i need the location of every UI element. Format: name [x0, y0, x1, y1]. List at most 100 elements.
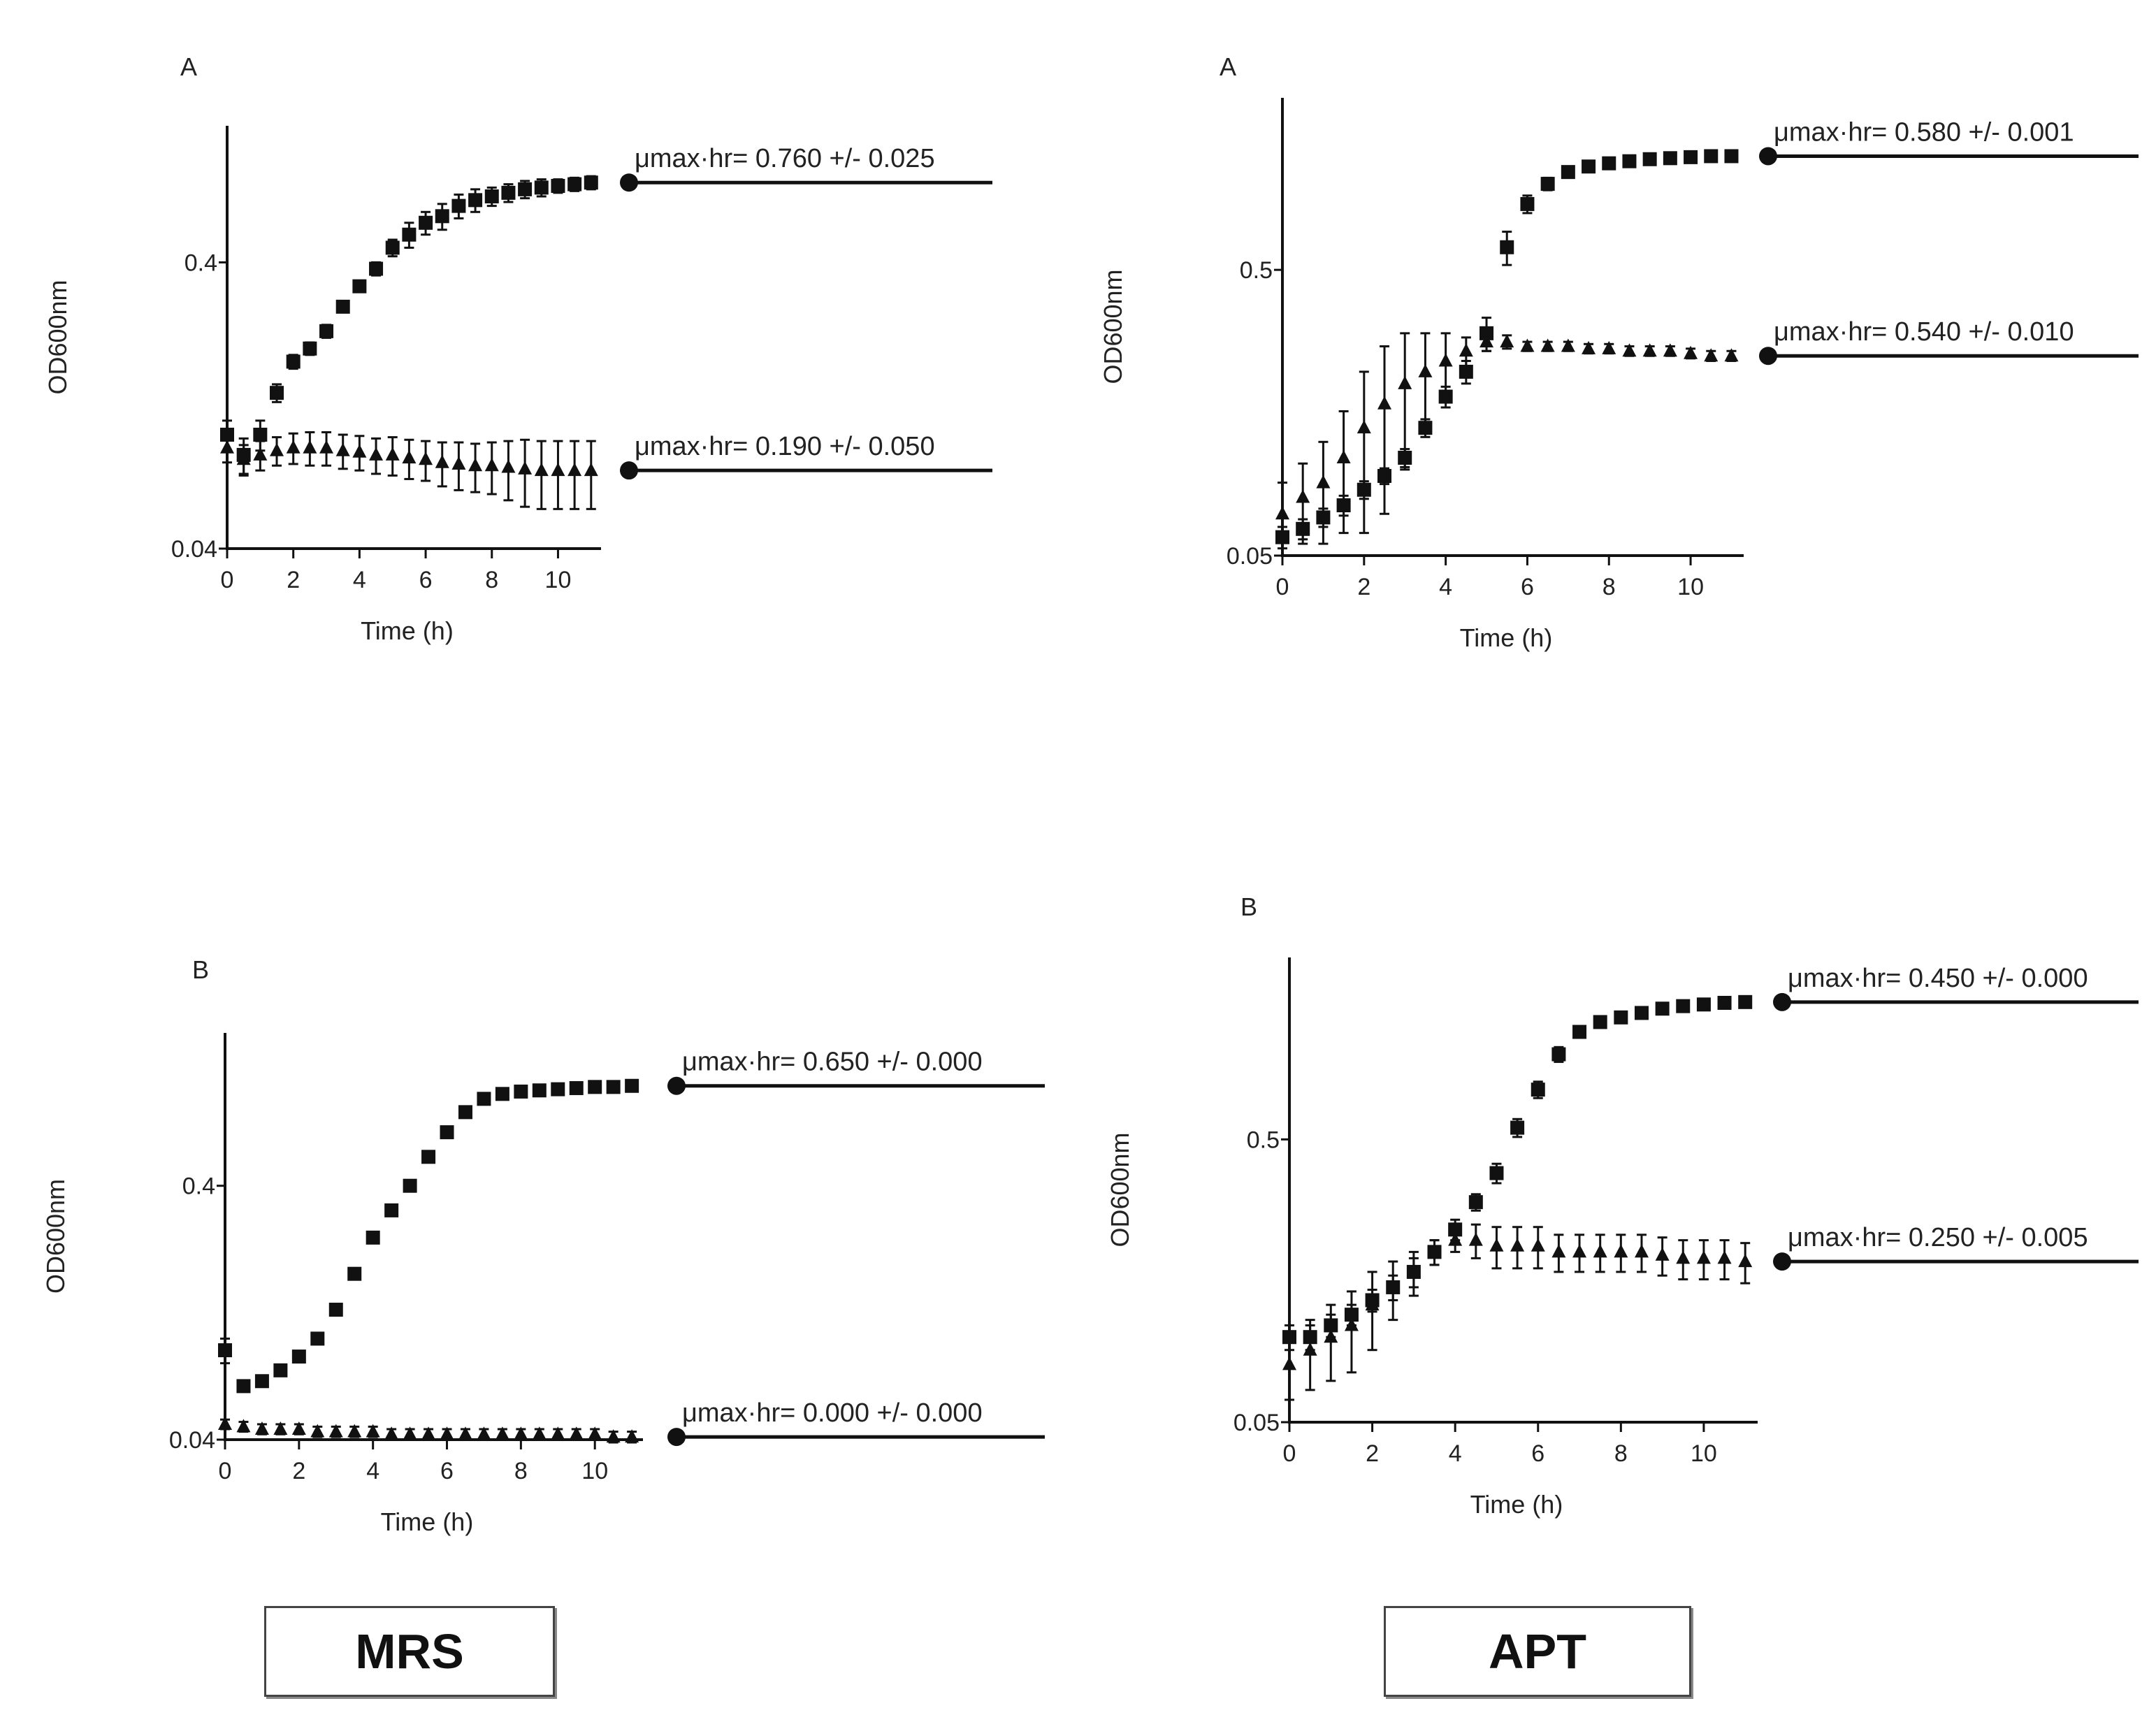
data-point-square: [440, 1125, 454, 1140]
series-triangles: [220, 430, 598, 510]
data-point-square: [1489, 1166, 1504, 1180]
data-point-triangle: [1510, 1238, 1525, 1252]
data-point-triangle: [1704, 348, 1719, 362]
data-point-triangle: [440, 1426, 454, 1440]
data-point-triangle: [1398, 375, 1412, 389]
rate-label: μmax·hr= 0.540 +/- 0.010: [1774, 317, 2074, 347]
data-point-square: [1642, 152, 1657, 166]
data-point-triangle: [468, 458, 483, 472]
data-point-square: [421, 1150, 436, 1164]
data-point-square: [1684, 150, 1698, 164]
data-point-triangle: [1489, 1238, 1504, 1252]
x-tick-label: 10: [1691, 1440, 1717, 1467]
data-point-triangle: [402, 450, 417, 464]
chart-mrs-b: B 0 2 4 6 8 10 0.04 0.4 Time (h) OD600nm μmax·hr= 0…: [41, 955, 1045, 1536]
y-axis-title: OD600nm: [43, 280, 72, 394]
data-point-triangle: [1696, 1250, 1711, 1264]
data-point-triangle: [588, 1426, 602, 1440]
data-point-square: [319, 324, 334, 338]
data-point-triangle: [1479, 334, 1494, 348]
data-point-triangle: [534, 463, 549, 477]
x-tick-label: 10: [581, 1458, 608, 1484]
data-point-square: [236, 1379, 251, 1394]
rate-line-marker: [1773, 992, 1791, 1011]
data-point-triangle: [1676, 1250, 1691, 1264]
data-point-triangle: [286, 440, 301, 454]
data-point-square: [514, 1084, 528, 1099]
data-point-triangle: [1365, 1297, 1380, 1311]
y-tick-label: 0.5: [1240, 257, 1273, 284]
data-point-triangle: [1622, 343, 1637, 357]
data-point-square: [1500, 240, 1514, 254]
data-point-triangle: [1684, 345, 1698, 359]
data-point-square: [1551, 1047, 1566, 1062]
data-point-square: [606, 1080, 621, 1094]
x-tick-label: 4: [353, 567, 366, 593]
data-point-triangle: [484, 458, 499, 472]
y-tick-label: 0.4: [182, 1173, 215, 1200]
x-tick-label: 8: [1614, 1440, 1628, 1467]
x-tick-label: 0: [1276, 574, 1289, 600]
data-point-triangle: [1614, 1244, 1628, 1258]
label-box-apt: APT: [1384, 1606, 1691, 1697]
data-point-triangle: [1663, 343, 1677, 357]
y-axis-title: OD600nm: [1106, 1132, 1134, 1247]
rate-line-marker: [667, 1428, 686, 1447]
data-point-triangle: [567, 463, 582, 477]
chart-apt-a: A 0 2 4 6 8 10 0.05 0.5 Time (h) OD600nm μmax·hr= 0…: [1099, 52, 2139, 652]
data-point-triangle: [625, 1429, 639, 1443]
data-point-square: [567, 177, 582, 191]
data-point-triangle: [403, 1426, 417, 1440]
data-point-triangle: [1459, 343, 1473, 357]
data-point-square: [569, 1080, 584, 1095]
data-point-triangle: [584, 463, 598, 477]
data-point-triangle: [477, 1426, 491, 1440]
data-point-square: [369, 261, 384, 276]
x-axis-title: Time (h): [1470, 1490, 1563, 1519]
x-tick-label: 4: [366, 1458, 379, 1484]
data-point-square: [1663, 151, 1677, 166]
data-point-square: [468, 193, 483, 208]
rate-line-marker: [620, 461, 638, 480]
series-triangles: [218, 1416, 639, 1444]
data-point-square: [1634, 1006, 1649, 1020]
data-point-square: [1738, 994, 1753, 1009]
x-tick-label: 6: [1531, 1440, 1544, 1467]
data-point-triangle: [1303, 1342, 1317, 1356]
data-point-triangle: [369, 447, 384, 461]
data-point-square: [419, 215, 433, 230]
data-point-square: [1520, 196, 1535, 211]
data-point-square: [328, 1303, 343, 1317]
chart-apt-b: B 0 2 4 6 8 10 0.05 0.5 Time (h) OD600nm μmax·hr= 0…: [1106, 892, 2139, 1519]
data-point-triangle: [1406, 1264, 1421, 1278]
data-point-triangle: [303, 440, 317, 454]
data-point-triangle: [220, 440, 234, 454]
data-point-triangle: [501, 459, 516, 473]
data-point-square: [273, 1363, 288, 1377]
label-box-mrs-text: MRS: [355, 1624, 464, 1679]
data-point-square: [1561, 165, 1575, 180]
data-point-triangle: [551, 1426, 565, 1440]
data-point-square: [1510, 1120, 1525, 1135]
data-point-square: [1655, 1001, 1670, 1016]
x-tick-label: 4: [1449, 1440, 1462, 1467]
data-point-square: [501, 185, 516, 200]
panel-letter: B: [1240, 892, 1257, 921]
x-tick-label: 0: [219, 1458, 232, 1484]
x-tick-label: 2: [1366, 1440, 1379, 1467]
data-point-triangle: [1602, 340, 1616, 354]
data-point-triangle: [1296, 489, 1310, 503]
data-point-triangle: [1438, 353, 1453, 367]
data-point-triangle: [1324, 1329, 1338, 1343]
data-point-triangle: [236, 1419, 251, 1433]
data-point-square: [1622, 154, 1637, 168]
data-point-triangle: [1572, 1244, 1587, 1258]
data-point-square: [384, 1203, 399, 1217]
y-axis-title: OD600nm: [41, 1179, 70, 1294]
data-point-triangle: [551, 463, 565, 477]
data-point-square: [584, 175, 598, 190]
data-point-triangle: [451, 456, 466, 470]
data-point-triangle: [606, 1429, 621, 1443]
y-tick-label: 0.4: [185, 249, 217, 276]
rate-line-marker: [1773, 1252, 1791, 1271]
